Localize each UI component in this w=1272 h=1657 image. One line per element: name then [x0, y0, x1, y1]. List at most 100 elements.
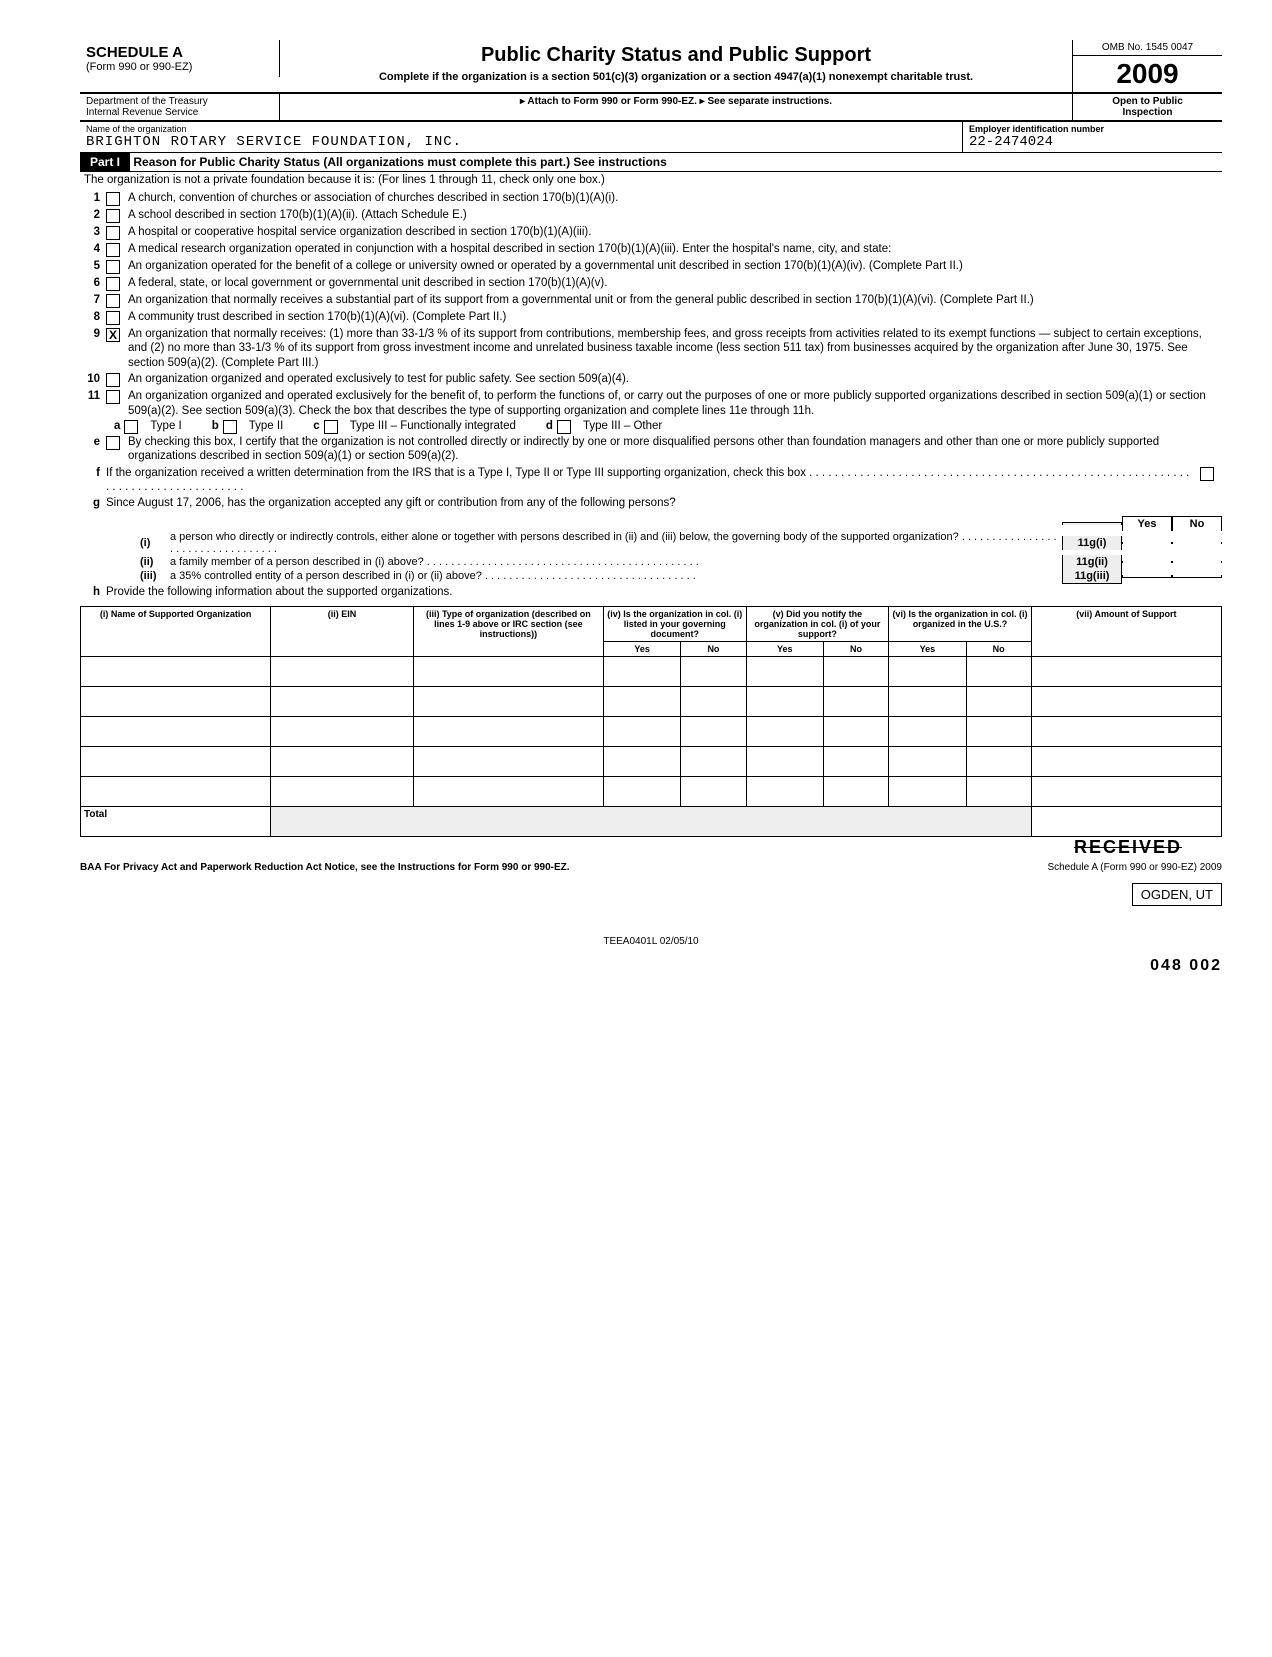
stamp-container: OGDEN, UT: [80, 879, 1222, 906]
line-5: 5 An organization operated for the benefi…: [80, 258, 1222, 275]
num-2: 2: [80, 208, 106, 222]
cb-1[interactable]: [106, 192, 120, 206]
txt-10: An organization organized and operated e…: [128, 372, 1222, 386]
g-row: (ii)a family member of a person describe…: [140, 555, 1222, 569]
txt-2: A school described in section 170(b)(1)(…: [128, 208, 1222, 222]
tax-year: 2009: [1073, 56, 1222, 92]
cb-11c[interactable]: [324, 420, 338, 434]
ein-box: Employer identification number 22-247402…: [962, 122, 1222, 152]
num-5: 5: [80, 259, 106, 273]
cb-9[interactable]: X: [106, 328, 120, 342]
cb-7[interactable]: [106, 294, 120, 308]
privacy-notice: BAA For Privacy Act and Paperwork Reduct…: [80, 862, 570, 873]
cb-3[interactable]: [106, 226, 120, 240]
part1-intro: The organization is not a private founda…: [80, 172, 1222, 190]
dept-box: Department of the Treasury Internal Reve…: [80, 94, 280, 120]
cb-10[interactable]: [106, 373, 120, 387]
g-table: Yes No (i)a person who directly or indir…: [140, 516, 1222, 584]
th-name: (i) Name of Supported Organization: [81, 607, 271, 657]
yn3n: No: [966, 642, 1031, 657]
g-ref: 11g(ii): [1062, 555, 1122, 569]
txt-1: A church, convention of churches or asso…: [128, 191, 1222, 205]
table-row: [81, 777, 1222, 807]
g-row: (iii)a 35% controlled entity of a person…: [140, 569, 1222, 584]
g-yes-hdr: Yes: [1122, 516, 1172, 531]
g-num: (iii): [140, 570, 170, 582]
g-ref-hdr: [1062, 522, 1122, 525]
form-subtitle: Complete if the organization is a sectio…: [290, 71, 1062, 83]
txt-5: An organization operated for the benefit…: [128, 259, 1222, 273]
yn1y: Yes: [603, 642, 680, 657]
form-header: SCHEDULE A (Form 990 or 990-EZ) Public C…: [80, 40, 1222, 94]
cb-11b[interactable]: [223, 420, 237, 434]
line-g: g Since August 17, 2006, has the organiz…: [80, 495, 1222, 511]
g-yes[interactable]: [1122, 561, 1172, 563]
cb-5[interactable]: [106, 260, 120, 274]
th-amount: (vii) Amount of Support: [1031, 607, 1221, 657]
omb-number: OMB No. 1545 0047: [1073, 40, 1222, 56]
g-ref: 11g(i): [1062, 536, 1122, 550]
g-txt: a person who directly or indirectly cont…: [170, 531, 1062, 555]
txt-f: If the organization received a written d…: [106, 466, 1194, 495]
cb-f[interactable]: [1200, 467, 1214, 481]
ein-value: 22-2474024: [969, 134, 1216, 150]
yn3y: Yes: [889, 642, 966, 657]
cb-e[interactable]: [106, 436, 120, 450]
footer-row: BAA For Privacy Act and Paperwork Reduct…: [80, 862, 1222, 873]
cb-2[interactable]: [106, 209, 120, 223]
inspection: Inspection: [1075, 107, 1220, 118]
line-6: 6A federal, state, or local government o…: [80, 275, 1222, 292]
line-10: 10An organization organized and operated…: [80, 371, 1222, 388]
g-row: (i)a person who directly or indirectly c…: [140, 531, 1222, 555]
g-ref: 11g(iii): [1062, 569, 1122, 584]
cb-6[interactable]: [106, 277, 120, 291]
line-11: 11 An organization organized and operated…: [80, 388, 1222, 419]
num-6: 6: [80, 276, 106, 290]
table-row: [81, 747, 1222, 777]
line-f: f If the organization received a written…: [80, 465, 1222, 496]
part1-label: Part I: [80, 153, 130, 171]
schedule-box: SCHEDULE A (Form 990 or 990-EZ): [80, 40, 280, 77]
g-no[interactable]: [1172, 575, 1222, 578]
line-4: 4A medical research organization operate…: [80, 241, 1222, 258]
org-name-box: Name of the organization BRIGHTON ROTARY…: [80, 122, 962, 152]
cb-11d[interactable]: [557, 420, 571, 434]
g-yes[interactable]: [1122, 542, 1172, 544]
g-no[interactable]: [1172, 561, 1222, 563]
num-3: 3: [80, 225, 106, 239]
g-no[interactable]: [1172, 542, 1222, 544]
txt-e: By checking this box, I certify that the…: [128, 435, 1222, 464]
part1-header: Part I Reason for Public Charity Status …: [80, 153, 1222, 172]
lines-container: 1 A church, convention of churches or ass…: [80, 190, 1222, 419]
cb-11[interactable]: [106, 390, 120, 404]
th-type: (iii) Type of organization (described on…: [413, 607, 603, 657]
cb-4[interactable]: [106, 243, 120, 257]
g-num: (ii): [140, 556, 170, 568]
supported-org-table: (i) Name of Supported Organization (ii) …: [80, 606, 1222, 837]
total-label: Total: [81, 807, 271, 837]
txt-3: A hospital or cooperative hospital servi…: [128, 225, 1222, 239]
title-box: Public Charity Status and Public Support…: [280, 40, 1072, 87]
txt-4: A medical research organization operated…: [128, 242, 1222, 256]
cb-11a[interactable]: [124, 420, 138, 434]
table-row: [81, 687, 1222, 717]
txt-11: An organization organized and operated e…: [128, 389, 1222, 418]
th-notify: (v) Did you notify the organization in c…: [746, 607, 889, 642]
line-7: 7An organization that normally receives …: [80, 292, 1222, 309]
line-2: 2 A school described in section 170(b)(1)…: [80, 207, 1222, 224]
opt-11b: Type II: [249, 420, 284, 432]
g-yes[interactable]: [1122, 575, 1172, 578]
schedule-ref: Schedule A (Form 990 or 990-EZ) 2009: [1047, 862, 1222, 873]
part1-title: Reason for Public Charity Status (All or…: [133, 155, 666, 169]
corner-code: 048 002: [80, 957, 1222, 975]
ogden-stamp: OGDEN, UT: [1132, 883, 1222, 906]
num-11: 11: [80, 389, 106, 403]
opt-11c: Type III – Functionally integrated: [350, 420, 516, 432]
form-title: Public Charity Status and Public Support: [290, 44, 1062, 67]
sup-header-row: (i) Name of Supported Organization (ii) …: [81, 607, 1222, 642]
num-1: 1: [80, 191, 106, 205]
g-txt: a family member of a person described in…: [170, 556, 1062, 568]
irs-label: Internal Revenue Service: [86, 107, 273, 118]
cb-8[interactable]: [106, 311, 120, 325]
total-row: Total: [81, 807, 1222, 837]
